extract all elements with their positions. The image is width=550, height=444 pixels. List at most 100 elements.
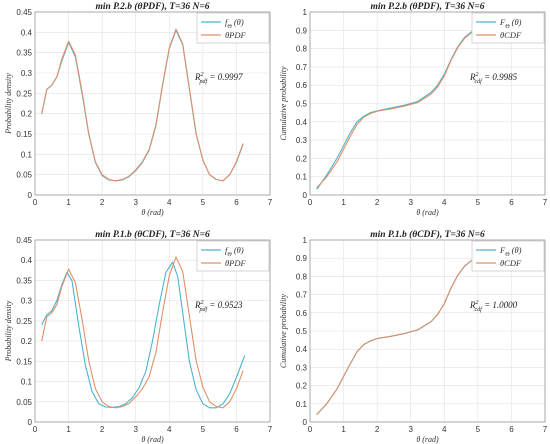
y-tick-label: 0.1: [21, 378, 33, 387]
y-tick-label: 0.3: [296, 136, 308, 145]
y-tick-label: 0.9: [296, 26, 308, 35]
annotation-value: = 0.9997: [207, 72, 243, 82]
y-tick-label: 0.1: [296, 173, 308, 182]
y-tick-label: 0.2: [21, 337, 33, 346]
y-tick-label: 1: [303, 236, 308, 245]
y-tick-label: 0.05: [16, 171, 32, 180]
legend-entry-main: F: [499, 245, 506, 255]
x-tick-label: 3: [133, 425, 138, 434]
y-axis-label: Cumulative probability: [279, 293, 288, 368]
axes-frame: [34, 11, 271, 196]
x-tick-label: 6: [509, 425, 514, 434]
legend-entry-1: FΘ (θ): [499, 245, 522, 258]
x-tick-label: 3: [133, 198, 138, 207]
chart-panel-4: 0 1 2 3 4 5 6 7 0 0.1 0.2 0.3 0.4 0.5 0.6 0.7 0.8 0.9 1 min…: [279, 229, 548, 444]
x-tick-label: 5: [476, 198, 481, 207]
y-tick-label: 0.2: [296, 382, 308, 391]
annotation-main: R: [194, 72, 201, 82]
annotation-main: R: [469, 300, 476, 310]
legend-entry-subscript: Θ: [505, 252, 510, 258]
y-tick-label: 0.6: [296, 309, 308, 318]
x-tick-label: 0: [33, 425, 38, 434]
chart-panel-1: 0 1 2 3 4 5 6 7 0 0.05 0.1 0.15 0.2 0.25 0.3 0.35 0.4 0.4…: [4, 1, 273, 217]
legend-entry-1: FΘ (θ): [499, 17, 522, 30]
x-tick-label: 5: [201, 198, 206, 207]
legend-entry-main: F: [499, 17, 506, 27]
x-tick-label: 5: [476, 425, 481, 434]
x-tick-label: 0: [308, 198, 313, 207]
annotation-main: R: [469, 72, 476, 82]
x-axis-label: θ (rad): [141, 435, 164, 444]
legend-entry-main: f: [225, 17, 229, 27]
legend-entry-1: fΘ (θ): [225, 245, 244, 258]
axes-frame: [309, 11, 546, 196]
axes-frame: [309, 239, 546, 423]
x-axis-label: θ (rad): [141, 208, 164, 217]
x-tick-label: 6: [234, 425, 239, 434]
x-tick-label: 7: [268, 198, 273, 207]
chart-title: min P.2.b (θPDF), T=36 N=6: [95, 1, 209, 12]
chart-panel-2: 0 1 2 3 4 5 6 7 0 0.1 0.2 0.3 0.4 0.5 0.6 0.7 0.8 0.9 1 min…: [279, 1, 548, 217]
y-tick-label: 0.2: [21, 110, 33, 119]
x-tick-label: 6: [509, 198, 514, 207]
x-tick-label: 4: [442, 425, 447, 434]
y-tick-label: 0.4: [296, 345, 308, 354]
x-tick-label: 2: [375, 198, 380, 207]
legend-entry-1: fΘ (θ): [225, 17, 244, 30]
x-tick-label: 2: [375, 425, 380, 434]
series-line-2: [41, 28, 244, 182]
legend-entry-subscript: Θ: [227, 252, 232, 258]
x-tick-label: 7: [268, 425, 273, 434]
x-axis-label: θ (rad): [416, 435, 439, 444]
annotation-superscript: 2: [201, 72, 204, 78]
annotation-subscript: pdf: [199, 306, 209, 313]
annotation-superscript: 2: [476, 300, 479, 306]
x-tick-label: 0: [308, 425, 313, 434]
y-tick-label: 0.25: [16, 89, 32, 98]
legend-entry-rest: (θ): [510, 245, 522, 255]
legend-entry-rest: (θ): [510, 17, 522, 27]
x-tick-label: 5: [201, 425, 206, 434]
r-squared-annotation: R2 cdf = 0.9985: [469, 72, 518, 85]
annotation-subscript: cdf: [475, 78, 484, 85]
legend-entry-rest: (θ): [232, 17, 244, 27]
legend-entry-2: θCDF: [500, 258, 522, 268]
x-tick-label: 0: [33, 198, 38, 207]
y-tick-label: 0.35: [16, 276, 32, 285]
annotation-subscript: cdf: [475, 306, 484, 313]
y-axis-label: Probability density: [4, 73, 13, 135]
legend-box: [471, 240, 545, 272]
chart-panel-3: 0 1 2 3 4 5 6 7 0 0.05 0.1 0.15 0.2 0.25 0.3 0.35 0.4 0.4…: [4, 229, 273, 444]
y-tick-label: 0: [28, 191, 33, 200]
y-tick-label: 0.15: [16, 357, 32, 366]
x-tick-label: 7: [543, 425, 548, 434]
y-tick-label: 0.5: [296, 327, 308, 336]
annotation-subscript: pdf: [199, 78, 209, 85]
x-tick-label: 1: [66, 425, 71, 434]
chart-title: min P.1.b (θCDF), T=36 N=6: [370, 229, 485, 240]
y-tick-label: 0.05: [16, 398, 32, 407]
x-tick-label: 3: [408, 198, 413, 207]
x-tick-label: 6: [234, 198, 239, 207]
x-tick-label: 3: [408, 425, 413, 434]
y-tick-label: 0.3: [21, 297, 33, 306]
x-tick-label: 1: [66, 198, 71, 207]
y-tick-label: 0.35: [16, 49, 32, 58]
y-tick-label: 0.4: [21, 28, 33, 37]
y-tick-label: 0: [303, 191, 308, 200]
legend-box: [196, 12, 270, 44]
legend-entry-2: θPDF: [225, 258, 247, 268]
x-tick-label: 7: [543, 198, 548, 207]
legend-entry-subscript: Θ: [227, 24, 232, 30]
r-squared-annotation: R2 pdf = 0.9997: [194, 72, 243, 85]
x-tick-label: 2: [100, 198, 105, 207]
r-squared-annotation: R2 pdf = 0.9523: [194, 300, 243, 313]
y-axis-label: Cumulative probability: [279, 66, 288, 141]
x-tick-label: 2: [100, 425, 105, 434]
y-tick-label: 0.6: [296, 81, 308, 90]
x-tick-label: 4: [167, 198, 172, 207]
legend-entry-subscript: Θ: [505, 24, 510, 30]
annotation-value: = 0.9985: [482, 72, 518, 82]
y-tick-label: 0.8: [296, 272, 308, 281]
